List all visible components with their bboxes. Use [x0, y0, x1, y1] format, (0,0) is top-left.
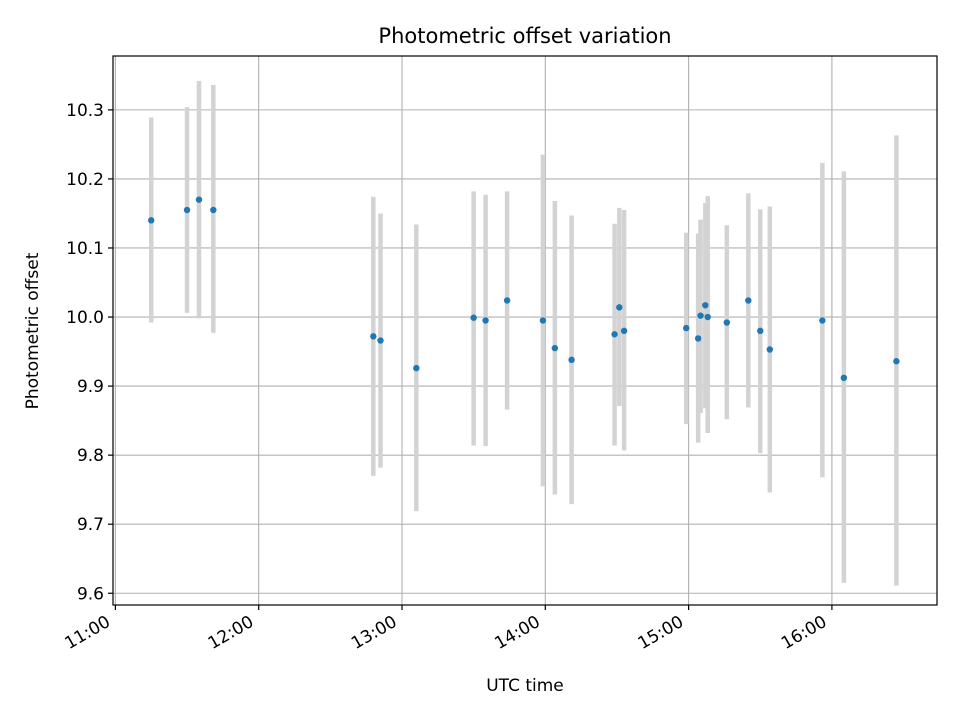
data-point: [210, 206, 217, 214]
data-point: [482, 317, 489, 324]
grid: [113, 56, 937, 605]
y-axis-label: Photometric offset: [23, 252, 43, 409]
data-point: [551, 344, 559, 352]
y-tick-label: 10.2: [66, 170, 104, 190]
data-points: [148, 196, 900, 382]
y-tick-label: 10.1: [66, 239, 104, 259]
data-point: [723, 319, 731, 326]
plot-frame: [112, 55, 938, 606]
chart-title: Photometric offset variation: [378, 24, 671, 48]
y-tick-label: 9.8: [77, 446, 104, 466]
data-point: [148, 217, 155, 224]
y-tick-label: 10.3: [66, 101, 104, 121]
data-point: [539, 317, 547, 324]
data-point: [195, 196, 203, 203]
data-point: [183, 206, 191, 214]
data-point: [757, 327, 764, 335]
data-point: [611, 331, 618, 338]
data-point: [413, 364, 420, 372]
x-axis-label: UTC time: [486, 676, 564, 696]
data-point: [503, 297, 511, 304]
y-tick-label: 10.0: [66, 308, 104, 328]
y-tick-label: 9.6: [77, 584, 104, 604]
data-point: [683, 324, 690, 332]
data-point: [620, 327, 628, 335]
data-point: [470, 314, 477, 321]
data-point: [697, 312, 704, 319]
data-point: [745, 297, 752, 304]
data-point: [377, 337, 384, 344]
data-point: [370, 333, 377, 340]
data-point: [704, 313, 711, 321]
data-point: [694, 335, 702, 342]
data-point: [568, 356, 575, 364]
data-point: [702, 302, 709, 309]
data-point: [819, 317, 826, 324]
data-point: [616, 304, 623, 311]
y-axis-ticks: 9.6 9.7 9.8 9.9 10.0 10.1 10.2 10.3: [66, 101, 113, 604]
data-point: [840, 374, 848, 382]
y-tick-label: 9.9: [77, 377, 104, 397]
y-tick-label: 9.7: [77, 515, 104, 535]
data-point: [766, 346, 774, 353]
data-point: [893, 358, 900, 365]
